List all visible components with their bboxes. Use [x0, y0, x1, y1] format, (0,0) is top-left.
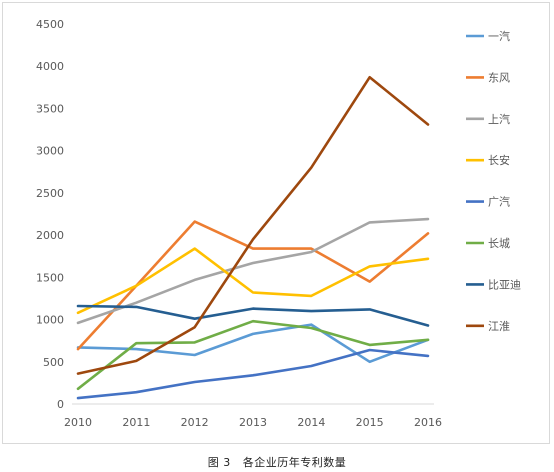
caption-label: 图 3 — [207, 456, 231, 469]
y-axis: 0 500 1000 1500 2000 2500 3000 3500 4000 4500 — [36, 18, 64, 411]
series-line-一汽 — [76, 323, 430, 364]
series-line-比亚迪 — [76, 304, 430, 327]
legend-label: 一汽 — [488, 29, 510, 43]
y-tick-label: 1000 — [36, 314, 64, 327]
y-tick-label: 4500 — [36, 18, 64, 31]
series-line-长城 — [76, 319, 430, 391]
legend-label: 长安 — [488, 153, 510, 167]
x-tick-label: 2014 — [297, 416, 325, 429]
series-line-广汽 — [76, 348, 430, 400]
legend-label: 广汽 — [488, 195, 510, 209]
x-tick-label: 2015 — [356, 416, 384, 429]
caption-text: 各企业历年专利数量 — [242, 456, 347, 469]
legend-label: 江淮 — [488, 320, 510, 333]
y-tick-label: 3500 — [36, 102, 64, 115]
x-tick-label: 2010 — [64, 416, 92, 429]
legend-label: 东风 — [488, 71, 510, 84]
legend-label: 上汽 — [488, 112, 510, 126]
series-line-上汽 — [76, 217, 430, 325]
series-lines — [76, 75, 430, 400]
y-tick-label: 0 — [57, 398, 64, 411]
series-line-长安 — [76, 247, 430, 315]
series-line-江淮 — [76, 75, 430, 375]
y-tick-label: 2000 — [36, 229, 64, 242]
x-tick-label: 2016 — [414, 416, 442, 429]
x-axis: 2010 2011 2012 2013 2014 2015 2016 — [64, 403, 442, 429]
y-tick-label: 4000 — [36, 60, 64, 73]
legend-label: 长城 — [488, 237, 510, 250]
y-tick-label: 2500 — [36, 187, 64, 200]
figure-caption: 图 3 各企业历年专利数量 — [0, 454, 554, 470]
x-tick-label: 2011 — [122, 416, 150, 429]
legend-label: 比亚迪 — [488, 278, 521, 291]
y-tick-label: 3000 — [36, 145, 64, 158]
x-tick-label: 2012 — [181, 416, 209, 429]
y-tick-label: 1500 — [36, 271, 64, 284]
x-tick-label: 2013 — [239, 416, 267, 429]
y-tick-label: 500 — [43, 356, 64, 369]
